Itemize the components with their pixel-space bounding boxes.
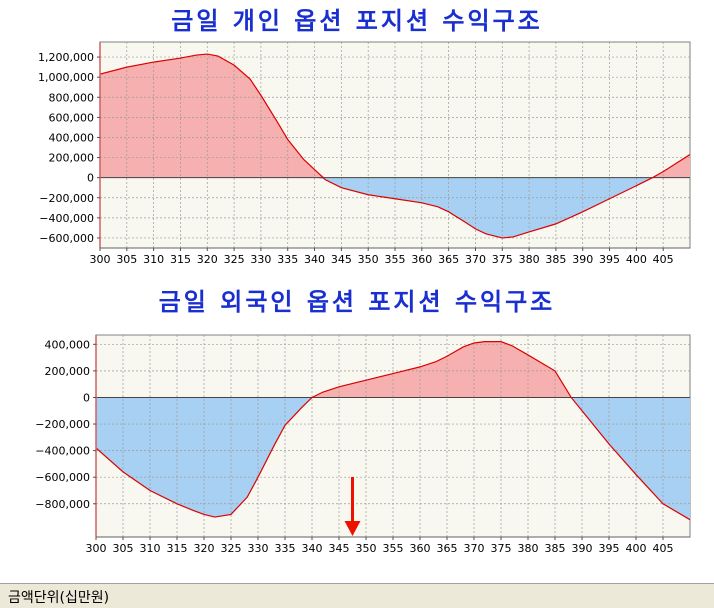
x-tick-label: 365 [438,253,459,266]
x-tick-label: 405 [653,542,674,555]
x-tick-label: 360 [411,253,432,266]
profit-area [96,341,690,398]
x-tick-label: 320 [194,542,215,555]
y-tick-label: 1,200,000 [38,51,94,64]
x-tick-label: 315 [167,542,188,555]
loss-area [96,397,690,520]
x-tick-label: 305 [116,253,137,266]
y-tick-label: 600,000 [49,111,95,124]
y-tick-label: −600,000 [39,232,94,245]
payoff-line [96,341,690,521]
individual-option-payoff-chart: 300 305 310 315 320 325 330 335 340 345 350 355 360 3… [38,41,691,266]
x-tick-label: 300 [86,542,107,555]
chart-title-foreign: 금일 외국인 옵션 포지션 수익구조 [158,288,556,316]
y-tick-label: 1,000,000 [38,71,94,84]
x-tick-label: 400 [626,542,647,555]
x-tick-label: 365 [437,542,458,555]
y-tick-label: 400,000 [49,131,95,144]
x-tick-label: 375 [491,542,512,555]
x-tick-label: 400 [626,253,647,266]
x-tick-label: 395 [599,253,620,266]
x-tick-label: 335 [277,253,298,266]
x-tick-label: 405 [653,253,674,266]
x-tick-label: 325 [224,253,245,266]
x-tick-label: 330 [248,542,269,555]
x-tick-label: 305 [113,542,134,555]
y-tick-label: −200,000 [39,192,94,205]
x-tick-label: 390 [572,253,593,266]
y-tick-label: −400,000 [39,212,94,225]
marker-arrow-head [344,521,361,536]
x-tick-label: 380 [518,542,539,555]
status-bar: 금액단위(십만원) [0,583,714,608]
x-tick-label: 385 [545,253,566,266]
y-tick-label: 800,000 [49,91,95,104]
x-tick-label: 390 [572,542,593,555]
x-tick-label: 315 [170,253,191,266]
y-tick-label: −200,000 [35,418,90,431]
loss-area [100,177,690,238]
x-tick-label: 380 [519,253,540,266]
x-tick-label: 370 [464,542,485,555]
y-tick-label: 0 [83,391,90,404]
y-tick-label: 200,000 [45,365,91,378]
y-tick-label: 200,000 [49,152,95,165]
x-tick-label: 375 [492,253,513,266]
y-tick-label: −400,000 [35,445,90,458]
y-tick-label: −600,000 [35,471,90,484]
y-tick-label: −800,000 [35,498,90,511]
x-tick-label: 345 [329,542,350,555]
x-tick-label: 395 [599,542,620,555]
x-tick-label: 300 [90,253,111,266]
profit-area [100,54,690,178]
x-tick-label: 345 [331,253,352,266]
x-tick-label: 335 [275,542,296,555]
x-tick-label: 310 [140,542,161,555]
x-tick-label: 340 [302,542,323,555]
foreign-option-payoff-chart: 300 305 310 315 320 325 330 335 340 345 350 355 360 3… [35,334,691,555]
x-tick-label: 330 [250,253,271,266]
payoff-line [100,53,690,239]
x-tick-label: 370 [465,253,486,266]
x-tick-label: 355 [385,253,406,266]
unit-label: 금액단위(십만원) [8,590,110,606]
y-tick-label: 0 [87,172,94,185]
chart-title-individual: 금일 개인 옵션 포지션 수익구조 [171,7,543,35]
x-tick-label: 360 [410,542,431,555]
x-tick-label: 320 [197,253,218,266]
x-tick-label: 340 [304,253,325,266]
x-tick-label: 385 [545,542,566,555]
x-tick-label: 350 [356,542,377,555]
x-tick-label: 350 [358,253,379,266]
x-tick-label: 310 [143,253,164,266]
x-tick-label: 325 [221,542,242,555]
y-tick-label: 400,000 [45,338,91,351]
x-tick-label: 355 [383,542,404,555]
